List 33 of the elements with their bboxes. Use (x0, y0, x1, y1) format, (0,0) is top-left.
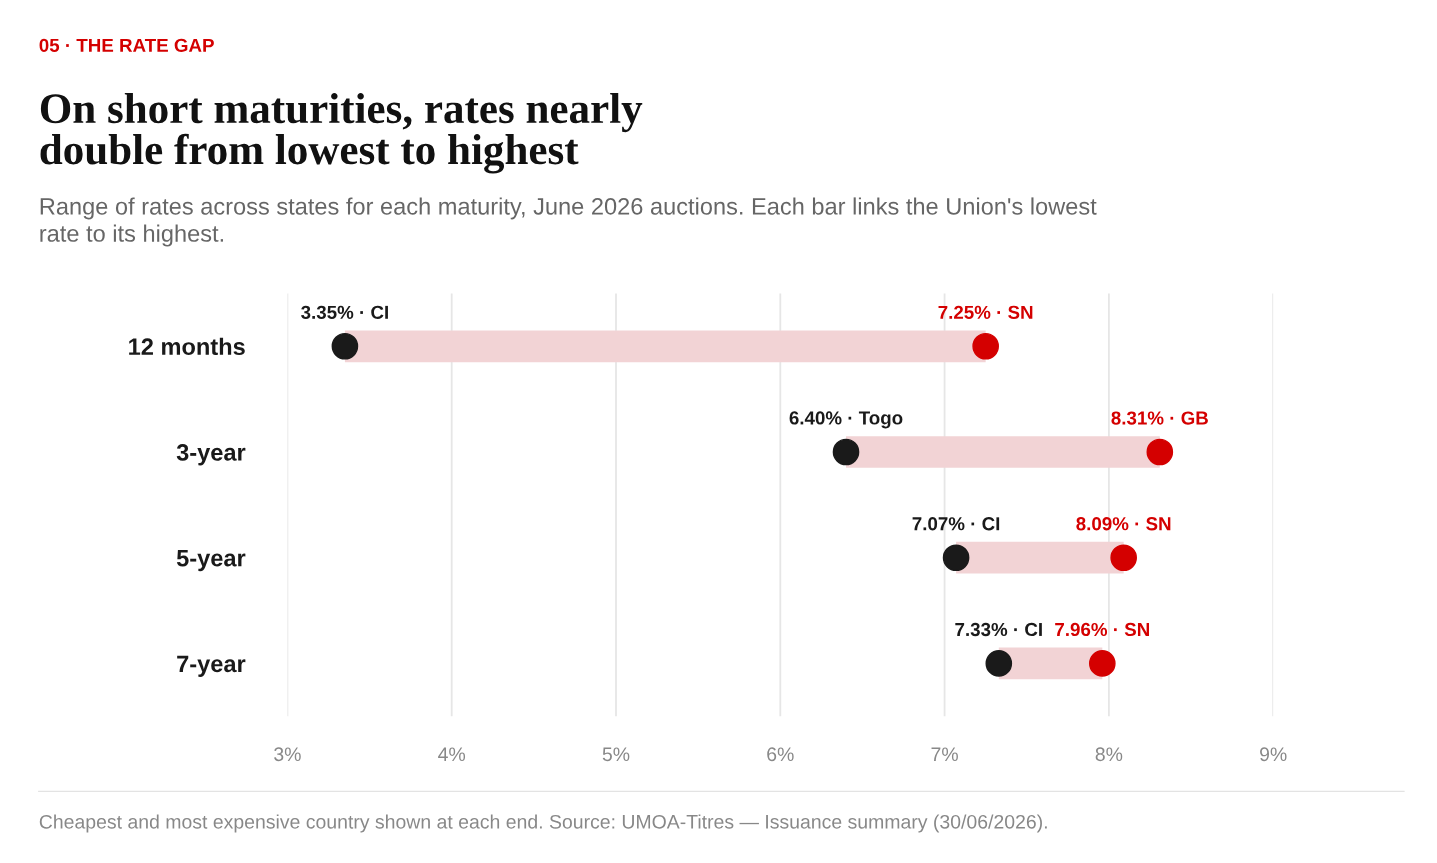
x-tick-label: 4% (438, 747, 466, 762)
data-label: 7.96% · SN (1055, 622, 1149, 637)
y-tick-label: 5-year (176, 550, 246, 572)
point (331, 332, 359, 360)
text: 05 · THE RATE GAP (39, 38, 214, 52)
point (1089, 650, 1116, 677)
bar (344, 330, 986, 363)
data-label: 7.07% · CI (912, 517, 1000, 531)
point (832, 438, 860, 466)
point (1110, 544, 1137, 572)
x-tick-label: 3% (274, 747, 301, 762)
text: Cheapest and most expensive country shown at each end. Source: UMOA-Titres — Issuance summary (30/06/2026). (39, 814, 1047, 833)
data-label: 8.31% · GB (1111, 411, 1208, 425)
point (942, 544, 970, 572)
data-label: 7.25% · SN (938, 305, 1033, 319)
x-tick-label: 6% (767, 747, 794, 762)
x-tick-label: 7% (931, 747, 958, 762)
x-tick-label: 9% (1260, 747, 1287, 762)
x-tick-label: 5% (602, 747, 630, 762)
bar (846, 436, 1160, 468)
chart-subtitle: Range of rates across states for each maturity, June 2026 auctions. Each bar links the Union's lowest rate to its highest. (40, 197, 1097, 247)
data-label: 6.40% · Togo (789, 411, 903, 429)
point (1146, 438, 1174, 466)
data-label: 7.33% · CI (955, 622, 1042, 637)
chart-title: On short maturities, rates nearly double from lowest to highest (40, 92, 643, 174)
y-tick-label: 12 months (129, 337, 245, 356)
y-tick-label: 7-year (177, 655, 246, 677)
point (972, 332, 999, 360)
point (985, 650, 1013, 677)
data-label: 3.35% · CI (301, 305, 388, 319)
x-tick-label: 8% (1095, 747, 1123, 762)
data-label: 8.09% · SN (1076, 517, 1171, 531)
y-tick-label: 3-year (176, 444, 246, 466)
